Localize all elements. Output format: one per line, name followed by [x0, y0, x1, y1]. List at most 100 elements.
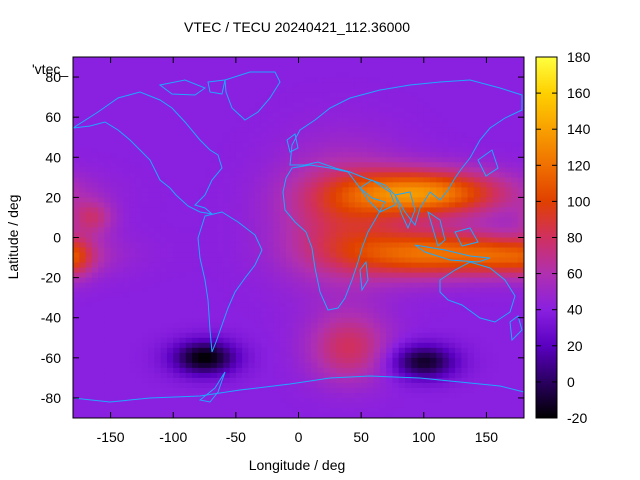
- heatmap-cell: [154, 102, 162, 108]
- heatmap-cell: [298, 177, 306, 183]
- heatmap-cell: [242, 337, 249, 344]
- heatmap-cell: [455, 407, 462, 414]
- heatmap-cell: [73, 362, 80, 369]
- heatmap-cell: [417, 97, 425, 103]
- heatmap-cell: [329, 117, 337, 123]
- heatmap-cell: [473, 252, 481, 259]
- heatmap-cell: [336, 242, 343, 249]
- heatmap-cell: [436, 362, 444, 369]
- heatmap-cell: [304, 317, 312, 324]
- heatmap-cell: [323, 392, 331, 399]
- heatmap-cell: [116, 132, 124, 138]
- heatmap-cell: [361, 312, 368, 319]
- heatmap-cell: [91, 72, 99, 78]
- heatmap-cell: [498, 257, 506, 264]
- heatmap-cell: [204, 322, 212, 329]
- heatmap-cell: [442, 312, 450, 319]
- heatmap-cell: [311, 277, 318, 284]
- heatmap-cell: [298, 402, 306, 409]
- heatmap-cell: [254, 102, 262, 108]
- heatmap-cell: [329, 247, 337, 254]
- heatmap-cell: [104, 357, 112, 364]
- heatmap-cell: [329, 162, 337, 168]
- heatmap-cell: [442, 182, 450, 188]
- heatmap-cell: [116, 187, 124, 193]
- heatmap-cell: [361, 297, 368, 304]
- heatmap-cell: [455, 247, 462, 254]
- heatmap-cell: [148, 367, 156, 374]
- heatmap-cell: [210, 122, 218, 128]
- heatmap-cell: [210, 167, 218, 173]
- heatmap-cell: [461, 327, 469, 334]
- heatmap-cell: [304, 167, 312, 173]
- heatmap-cell: [404, 202, 412, 209]
- heatmap-cell: [430, 182, 437, 188]
- heatmap-cell: [85, 392, 93, 399]
- heatmap-cell: [329, 227, 337, 234]
- heatmap-cell: [498, 112, 506, 118]
- heatmap-cell: [217, 202, 224, 209]
- heatmap-cell: [480, 402, 488, 409]
- heatmap-cell: [354, 362, 362, 369]
- heatmap-cell: [91, 282, 99, 289]
- heatmap-cell: [110, 357, 118, 364]
- heatmap-cell: [267, 262, 275, 269]
- heatmap-cell: [179, 342, 187, 349]
- heatmap-cell: [185, 322, 193, 329]
- heatmap-cell: [79, 397, 87, 404]
- heatmap-cell: [323, 187, 331, 193]
- heatmap-cell: [135, 152, 143, 158]
- heatmap-cell: [279, 292, 287, 299]
- heatmap-cell: [292, 382, 300, 389]
- heatmap-cell: [467, 337, 475, 344]
- heatmap-cell: [455, 207, 462, 214]
- heatmap-cell: [104, 212, 112, 219]
- heatmap-cell: [311, 132, 318, 138]
- heatmap-cell: [392, 97, 400, 103]
- heatmap-cell: [198, 387, 206, 394]
- heatmap-cell: [498, 347, 506, 354]
- heatmap-cell: [354, 112, 362, 118]
- heatmap-cell: [198, 207, 206, 214]
- heatmap-cell: [73, 227, 80, 234]
- heatmap-cell: [323, 337, 331, 344]
- heatmap-cell: [148, 297, 156, 304]
- heatmap-cell: [135, 352, 143, 359]
- heatmap-cell: [342, 72, 350, 78]
- heatmap-cell: [185, 227, 193, 234]
- heatmap-cell: [486, 387, 494, 394]
- heatmap-cell: [317, 267, 325, 274]
- heatmap-cell: [354, 227, 362, 234]
- heatmap-cell: [417, 282, 425, 289]
- heatmap-cell: [492, 397, 500, 404]
- heatmap-cell: [404, 112, 412, 118]
- heatmap-cell: [342, 207, 350, 214]
- heatmap-cell: [110, 137, 118, 143]
- heatmap-cell: [85, 57, 93, 63]
- heatmap-cell: [386, 407, 394, 414]
- heatmap-cell: [480, 212, 488, 219]
- heatmap-cell: [279, 337, 287, 344]
- heatmap-cell: [473, 117, 481, 123]
- heatmap-cell: [254, 207, 262, 214]
- heatmap-cell: [129, 172, 137, 178]
- heatmap-cell: [298, 282, 306, 289]
- heatmap-cell: [160, 247, 168, 254]
- heatmap-cell: [273, 372, 281, 379]
- heatmap-cell: [442, 237, 450, 244]
- heatmap-cell: [267, 297, 275, 304]
- heatmap-cell: [430, 242, 437, 249]
- heatmap-cell: [73, 177, 80, 183]
- heatmap-cell: [160, 87, 168, 93]
- heatmap-cell: [160, 337, 168, 344]
- heatmap-cell: [104, 297, 112, 304]
- heatmap-cell: [379, 282, 387, 289]
- heatmap-cell: [379, 377, 387, 384]
- heatmap-cell: [110, 337, 118, 344]
- heatmap-cell: [279, 257, 287, 264]
- heatmap-cell: [223, 297, 231, 304]
- heatmap-cell: [417, 207, 425, 214]
- heatmap-cell: [192, 342, 199, 349]
- heatmap-cell: [116, 217, 124, 224]
- heatmap-cell: [480, 82, 488, 88]
